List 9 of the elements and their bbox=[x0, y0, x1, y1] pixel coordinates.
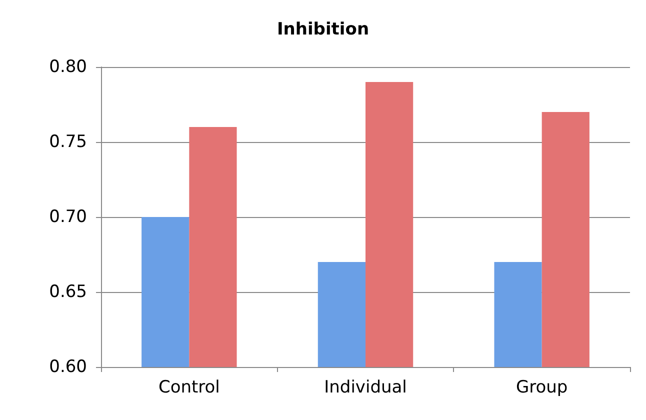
x-tick-label: Group bbox=[516, 378, 568, 398]
y-tick-label: 0.65 bbox=[49, 282, 87, 302]
y-tick-label: 0.75 bbox=[49, 132, 87, 152]
y-tick-label: 0.80 bbox=[49, 57, 87, 77]
y-tick-label: 0.60 bbox=[49, 357, 87, 377]
x-tick-label: Individual bbox=[324, 378, 407, 398]
x-tick-label: Control bbox=[158, 378, 220, 398]
chart-title: Inhibition bbox=[276, 20, 370, 40]
y-tick-label: 0.70 bbox=[49, 207, 87, 227]
